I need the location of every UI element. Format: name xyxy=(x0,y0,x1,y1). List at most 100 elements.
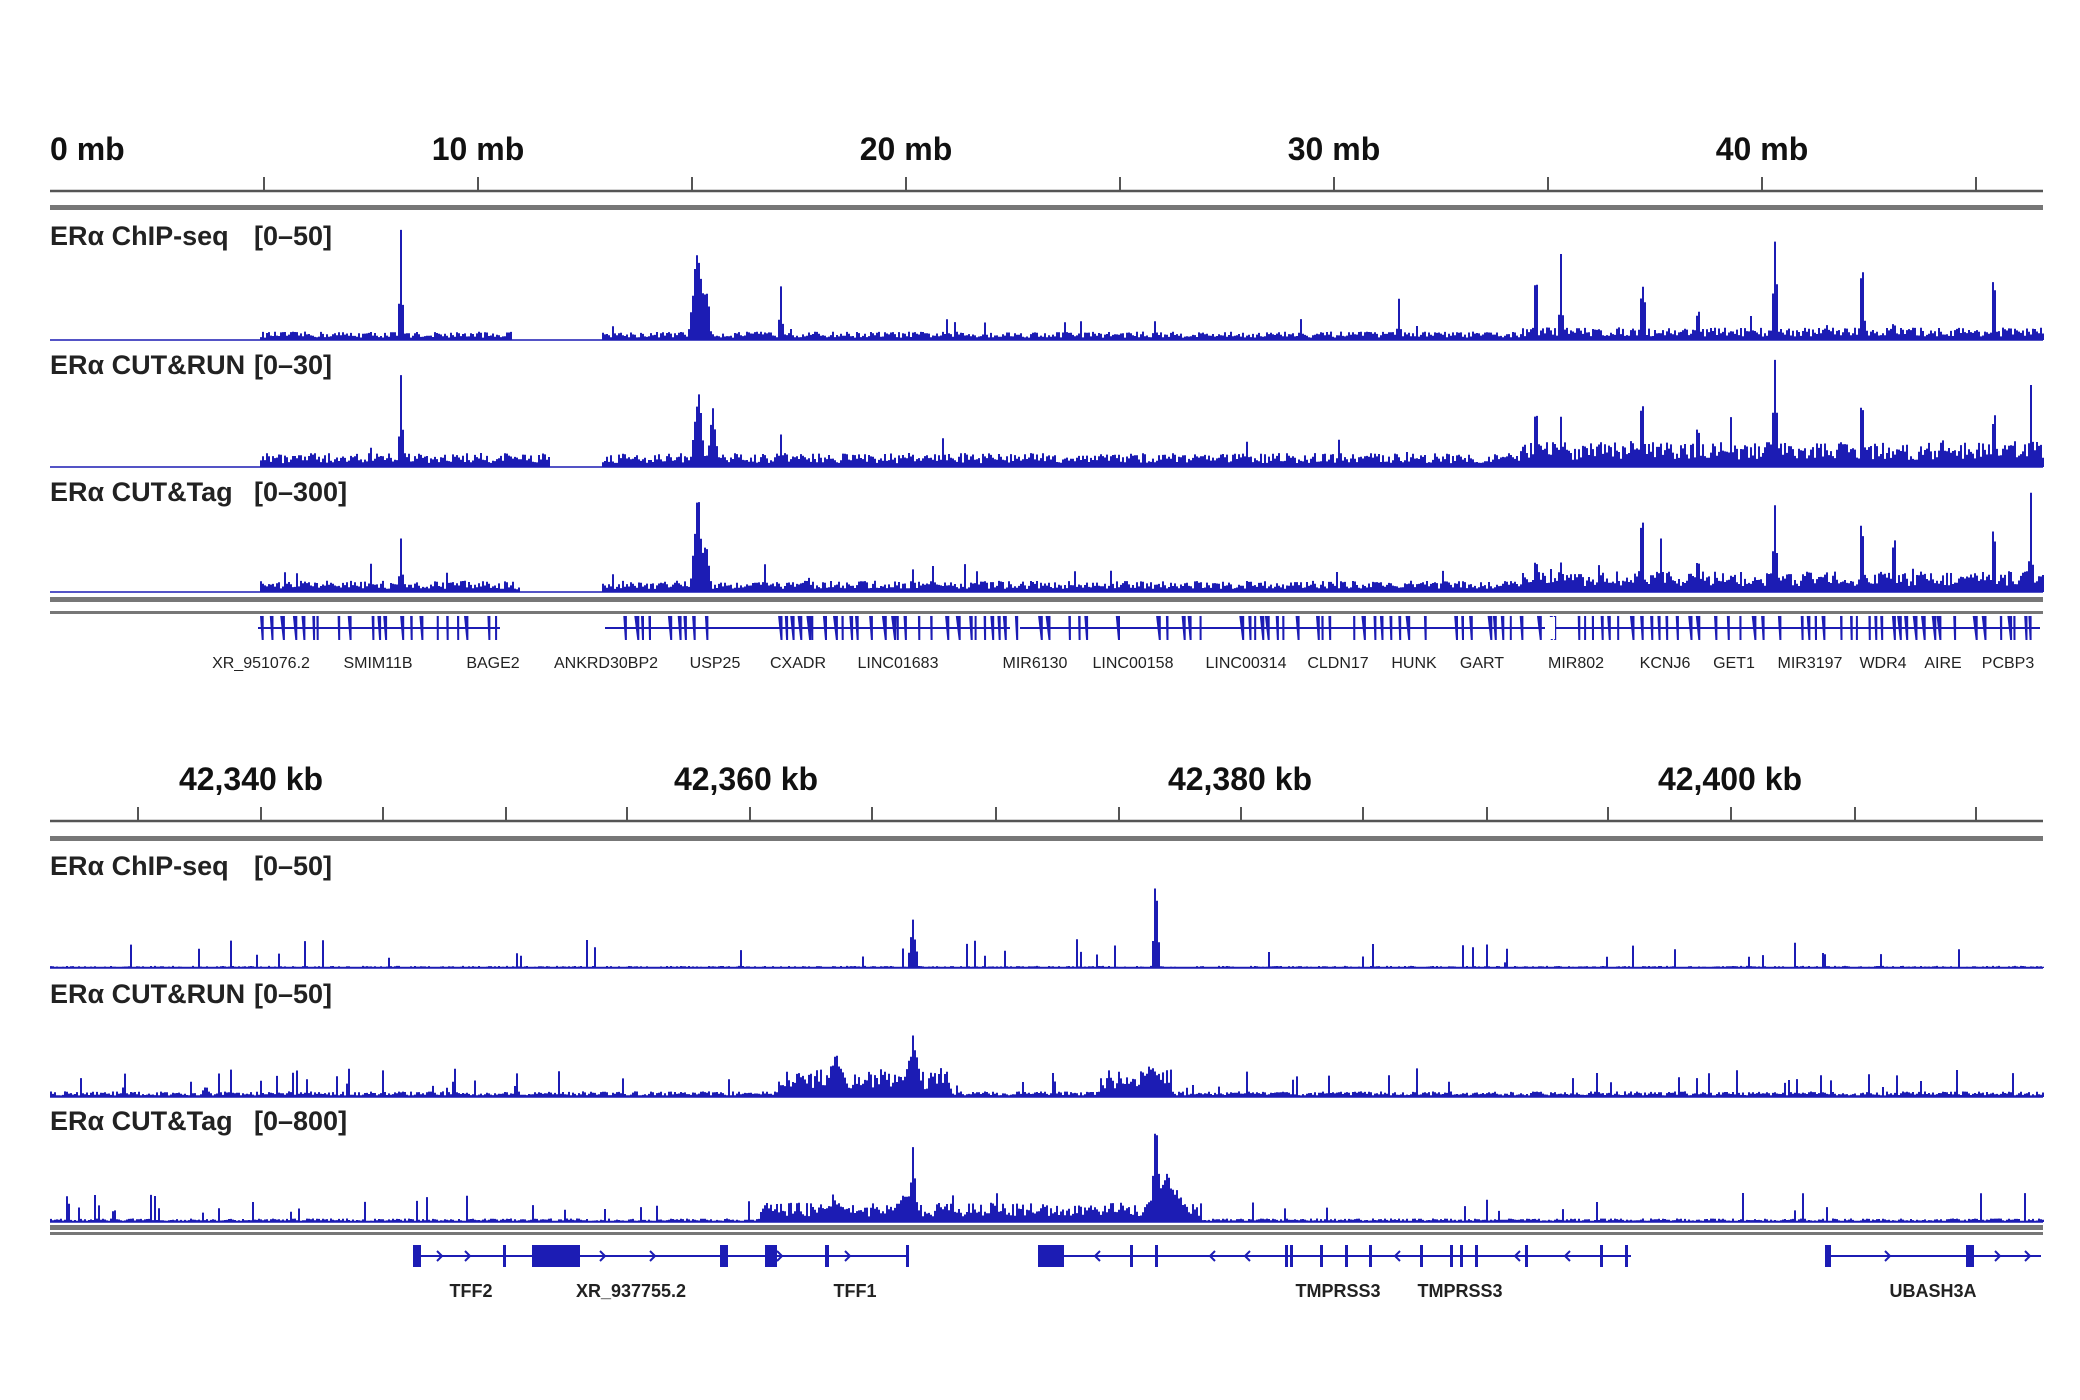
track-range-label: [0–50] xyxy=(254,221,332,251)
gene-exon-blocks xyxy=(260,616,2032,640)
track-name-label: ERα CUT&Tag xyxy=(50,477,233,507)
signal-tracks xyxy=(50,229,2044,602)
exon-block xyxy=(1460,1245,1463,1267)
scale-label-10mb: 10 mb xyxy=(432,131,524,167)
gene-label: CLDN17 xyxy=(1307,655,1368,672)
exon-block xyxy=(825,1245,829,1267)
exon-block xyxy=(1475,1245,1478,1267)
signal-tracks xyxy=(50,888,2044,1235)
track-name-label: ERα ChIP-seq xyxy=(50,851,229,881)
gene-annotation-track xyxy=(413,1245,2041,1267)
gene-label: LINC01683 xyxy=(858,655,939,672)
cut-tag-signal xyxy=(50,1133,2044,1222)
track-separator xyxy=(50,597,2043,602)
strand-arrow xyxy=(1208,1250,1216,1262)
scale-label-20mb: 20 mb xyxy=(860,131,952,167)
strand-arrow xyxy=(436,1250,444,1262)
gene-label: BAGE2 xyxy=(466,655,519,672)
track-name-label: ERα CUT&RUN xyxy=(50,979,245,1009)
gene-label: UBASH3A xyxy=(1889,1281,1976,1301)
gene-label: SMIM11B xyxy=(343,655,412,672)
exon-block xyxy=(413,1245,421,1267)
scale-label-42400kb: 42,400 kb xyxy=(1658,761,1802,797)
exon-block xyxy=(1130,1245,1133,1267)
exon-block xyxy=(765,1245,777,1267)
exon-block xyxy=(1825,1245,1831,1267)
gene-label: HUNK xyxy=(1391,655,1437,672)
track-range-label: [0–800] xyxy=(254,1106,347,1136)
track-name-label: ERα CUT&RUN xyxy=(50,350,245,380)
track-range-label: [0–300] xyxy=(254,477,347,507)
strand-arrow xyxy=(2024,1250,2032,1262)
strand-arrow xyxy=(1243,1250,1251,1262)
track-header-cut-tag: ERα CUT&Tag [0–300] xyxy=(50,477,347,507)
chip-seq-signal xyxy=(260,229,2044,340)
exon-block xyxy=(1525,1245,1528,1267)
exon-block xyxy=(1155,1245,1158,1267)
chromosome-view-panel: 0 mb 10 mb 20 mb 30 mb 40 mb ERα ChIP-se… xyxy=(50,131,2044,672)
gene-annotation-track xyxy=(50,611,2043,640)
gene-label: XR_951076.2 xyxy=(212,655,310,672)
gene-label: GART xyxy=(1460,655,1504,672)
exon-block xyxy=(906,1245,909,1267)
strand-arrow xyxy=(1093,1250,1101,1262)
gene-labels: XR_951076.2 SMIM11B BAGE2 ANKRD30BP2 USP… xyxy=(212,655,2034,672)
exon-block xyxy=(535,1245,580,1267)
exon-block xyxy=(1290,1245,1293,1267)
strand-arrow xyxy=(1994,1250,2002,1262)
strand-arrow xyxy=(1393,1250,1401,1262)
track-name-label: ERα CUT&Tag xyxy=(50,1106,233,1136)
exon-block xyxy=(720,1245,728,1267)
track-separator xyxy=(50,205,2043,210)
scale-label-0mb: 0 mb xyxy=(50,131,125,167)
strand-arrow xyxy=(599,1250,607,1262)
gene-label: PCBP3 xyxy=(1982,655,2035,672)
track-header-chip-seq: ERα ChIP-seq [0–50] xyxy=(50,851,332,881)
gene-label: TMPRSS3 xyxy=(1417,1281,1502,1301)
scale-label-30mb: 30 mb xyxy=(1288,131,1380,167)
locus-view-panel: 42,340 kb 42,360 kb 42,380 kb 42,400 kb … xyxy=(50,761,2044,1301)
position-ruler xyxy=(50,177,2043,210)
scale-label-40mb: 40 mb xyxy=(1716,131,1808,167)
exon-block xyxy=(1450,1245,1453,1267)
exon-block xyxy=(1600,1245,1603,1267)
gene-label: GET1 xyxy=(1713,655,1755,672)
track-separator xyxy=(50,836,2043,841)
cut-run-signal xyxy=(50,1035,2044,1097)
track-separator xyxy=(50,1225,2043,1230)
exon-block xyxy=(1966,1245,1974,1267)
position-ruler xyxy=(50,807,2043,841)
exon-block xyxy=(1625,1245,1628,1267)
gene-label: WDR4 xyxy=(1859,655,1906,672)
strand-arrow xyxy=(1884,1250,1892,1262)
gene-label: MIR6130 xyxy=(1003,655,1068,672)
exon-block xyxy=(503,1245,506,1267)
gene-label: ANKRD30BP2 xyxy=(554,655,658,672)
strand-arrow xyxy=(649,1250,657,1262)
gene-label: KCNJ6 xyxy=(1640,655,1691,672)
gene-label: LINC00158 xyxy=(1093,655,1174,672)
gene-label: XR_937755.2 xyxy=(576,1281,686,1301)
cut-tag-signal xyxy=(260,492,2044,592)
track-header-cut-tag: ERα CUT&Tag [0–800] xyxy=(50,1106,347,1136)
exon-block xyxy=(1345,1245,1348,1267)
track-name-label: ERα ChIP-seq xyxy=(50,221,229,251)
track-range-label: [0–50] xyxy=(254,851,332,881)
gene-label: LINC00314 xyxy=(1206,655,1287,672)
scale-label-42340kb: 42,340 kb xyxy=(179,761,323,797)
gene-label: TFF2 xyxy=(450,1281,493,1301)
exon-block xyxy=(532,1245,535,1267)
exon-block xyxy=(1420,1245,1423,1267)
track-header-cut-run: ERα CUT&RUN [0–50] xyxy=(50,979,332,1009)
exon-block xyxy=(1285,1245,1288,1267)
strand-arrow xyxy=(776,1250,784,1262)
gene-label: AIRE xyxy=(1924,655,1961,672)
strand-arrow xyxy=(464,1250,472,1262)
track-range-label: [0–50] xyxy=(254,979,332,1009)
gene-label: MIR802 xyxy=(1548,655,1604,672)
gene-label: CXADR xyxy=(770,655,826,672)
exon-block xyxy=(1320,1245,1323,1267)
track-range-label: [0–30] xyxy=(254,350,332,380)
track-header-cut-run: ERα CUT&RUN [0–30] xyxy=(50,350,332,380)
strand-arrow xyxy=(1563,1250,1571,1262)
